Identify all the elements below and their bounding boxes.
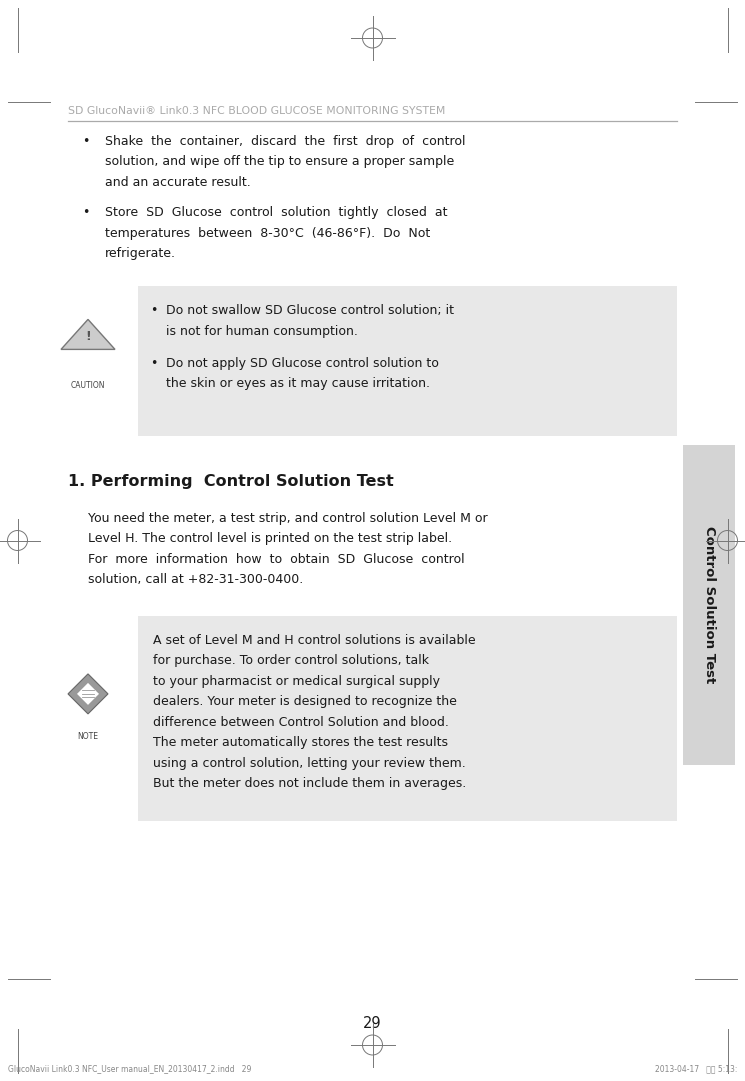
Polygon shape (61, 319, 115, 349)
Text: •: • (82, 206, 89, 219)
Text: solution, and wipe off the tip to ensure a proper sample: solution, and wipe off the tip to ensure… (105, 156, 454, 169)
Text: Do not swallow SD Glucose control solution; it: Do not swallow SD Glucose control soluti… (166, 304, 454, 317)
Text: •: • (82, 135, 89, 148)
Text: Do not apply SD Glucose control solution to: Do not apply SD Glucose control solution… (166, 357, 439, 370)
Text: the skin or eyes as it may cause irritation.: the skin or eyes as it may cause irritat… (166, 377, 430, 390)
Polygon shape (68, 673, 108, 713)
Text: A set of Level M and H control solutions is available: A set of Level M and H control solutions… (153, 633, 475, 648)
Text: for purchase. To order control solutions, talk: for purchase. To order control solutions… (153, 654, 429, 667)
Text: SD GlucoNavii® Link0.3 NFC BLOOD GLUCOSE MONITORING SYSTEM: SD GlucoNavii® Link0.3 NFC BLOOD GLUCOSE… (68, 106, 446, 116)
FancyBboxPatch shape (683, 445, 735, 765)
Text: •: • (150, 304, 157, 317)
Text: 1. Performing  Control Solution Test: 1. Performing Control Solution Test (68, 473, 394, 489)
Text: to your pharmacist or medical surgical supply: to your pharmacist or medical surgical s… (153, 675, 440, 688)
Text: •: • (150, 357, 157, 370)
Text: temperatures  between  8-30°C  (46-86°F).  Do  Not: temperatures between 8-30°C (46-86°F). D… (105, 227, 431, 240)
Text: and an accurate result.: and an accurate result. (105, 176, 251, 189)
Text: Control Solution Test: Control Solution Test (703, 526, 715, 683)
Text: is not for human consumption.: is not for human consumption. (166, 324, 358, 337)
Text: Shake  the  container,  discard  the  first  drop  of  control: Shake the container, discard the first d… (105, 135, 466, 148)
Text: dealers. Your meter is designed to recognize the: dealers. Your meter is designed to recog… (153, 695, 457, 708)
Text: using a control solution, letting your review them.: using a control solution, letting your r… (153, 757, 466, 770)
Text: For  more  information  how  to  obtain  SD  Glucose  control: For more information how to obtain SD Gl… (88, 553, 465, 566)
Text: difference between Control Solution and blood.: difference between Control Solution and … (153, 716, 449, 729)
Text: 2013-04-17   오후 5:13:: 2013-04-17 오후 5:13: (655, 1065, 737, 1073)
Text: Level H. The control level is printed on the test strip label.: Level H. The control level is printed on… (88, 533, 452, 546)
Text: You need the meter, a test strip, and control solution Level M or: You need the meter, a test strip, and co… (88, 512, 488, 525)
FancyBboxPatch shape (138, 286, 677, 436)
Polygon shape (77, 683, 99, 705)
FancyBboxPatch shape (138, 616, 677, 820)
Text: NOTE: NOTE (77, 732, 98, 740)
Text: CAUTION: CAUTION (71, 381, 105, 390)
Text: refrigerate.: refrigerate. (105, 248, 176, 261)
Text: !: ! (85, 331, 91, 344)
Text: solution, call at +82-31-300-0400.: solution, call at +82-31-300-0400. (88, 574, 303, 587)
Text: The meter automatically stores the test results: The meter automatically stores the test … (153, 736, 448, 749)
Text: Store  SD  Glucose  control  solution  tightly  closed  at: Store SD Glucose control solution tightl… (105, 206, 448, 219)
Text: 29: 29 (364, 1015, 381, 1030)
Text: GlucoNavii Link0.3 NFC_User manual_EN_20130417_2.indd   29: GlucoNavii Link0.3 NFC_User manual_EN_20… (8, 1065, 251, 1073)
Text: But the meter does not include them in averages.: But the meter does not include them in a… (153, 777, 466, 790)
